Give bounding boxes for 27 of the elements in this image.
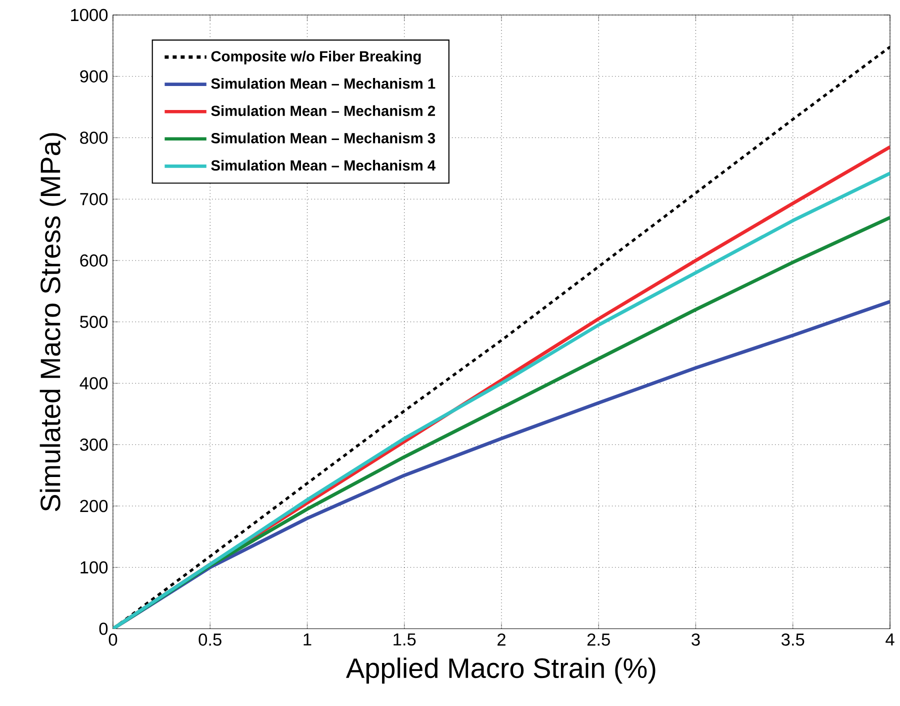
y-tick-label: 0: [99, 622, 108, 636]
y-tick-label: 200: [80, 500, 108, 512]
x-tick-label: 0.5: [198, 634, 222, 646]
y-tick-label: 900: [80, 70, 108, 83]
legend-label: Simulation Mean – Mechanism 1: [211, 78, 436, 89]
y-tick-label: 800: [80, 132, 108, 144]
legend-label: Simulation Mean – Mechanism 3: [211, 132, 436, 144]
y-tick-label: 100: [80, 561, 108, 574]
x-tick-label: 0: [108, 634, 118, 646]
y-tick-label: 300: [80, 438, 108, 451]
x-tick-label: 1: [304, 634, 312, 646]
y-tick-label: 700: [80, 193, 108, 206]
legend-label: Composite w/o Fiber Breaking: [211, 50, 421, 65]
x-tick-label: 3.5: [782, 634, 804, 646]
legend-label: Simulation Mean – Mechanism 2: [211, 105, 436, 116]
x-tick-label: 4: [886, 634, 894, 646]
y-axis-title: Simulated Macro Stress (MPa): [40, 133, 66, 512]
x-tick-label: 2: [498, 634, 506, 646]
x-tick-label: 1.5: [394, 634, 416, 646]
legend-label: Simulation Mean – Mechanism 4: [211, 160, 436, 171]
y-tick-label: 600: [80, 254, 108, 267]
y-tick-label: 400: [80, 377, 108, 390]
x-axis-title: Applied Macro Strain (%): [346, 658, 656, 684]
y-tick-label: 500: [80, 316, 108, 328]
x-tick-label: 2.5: [587, 634, 610, 646]
y-tick-label: 1000: [71, 8, 108, 22]
x-tick-label: 3: [692, 634, 700, 646]
